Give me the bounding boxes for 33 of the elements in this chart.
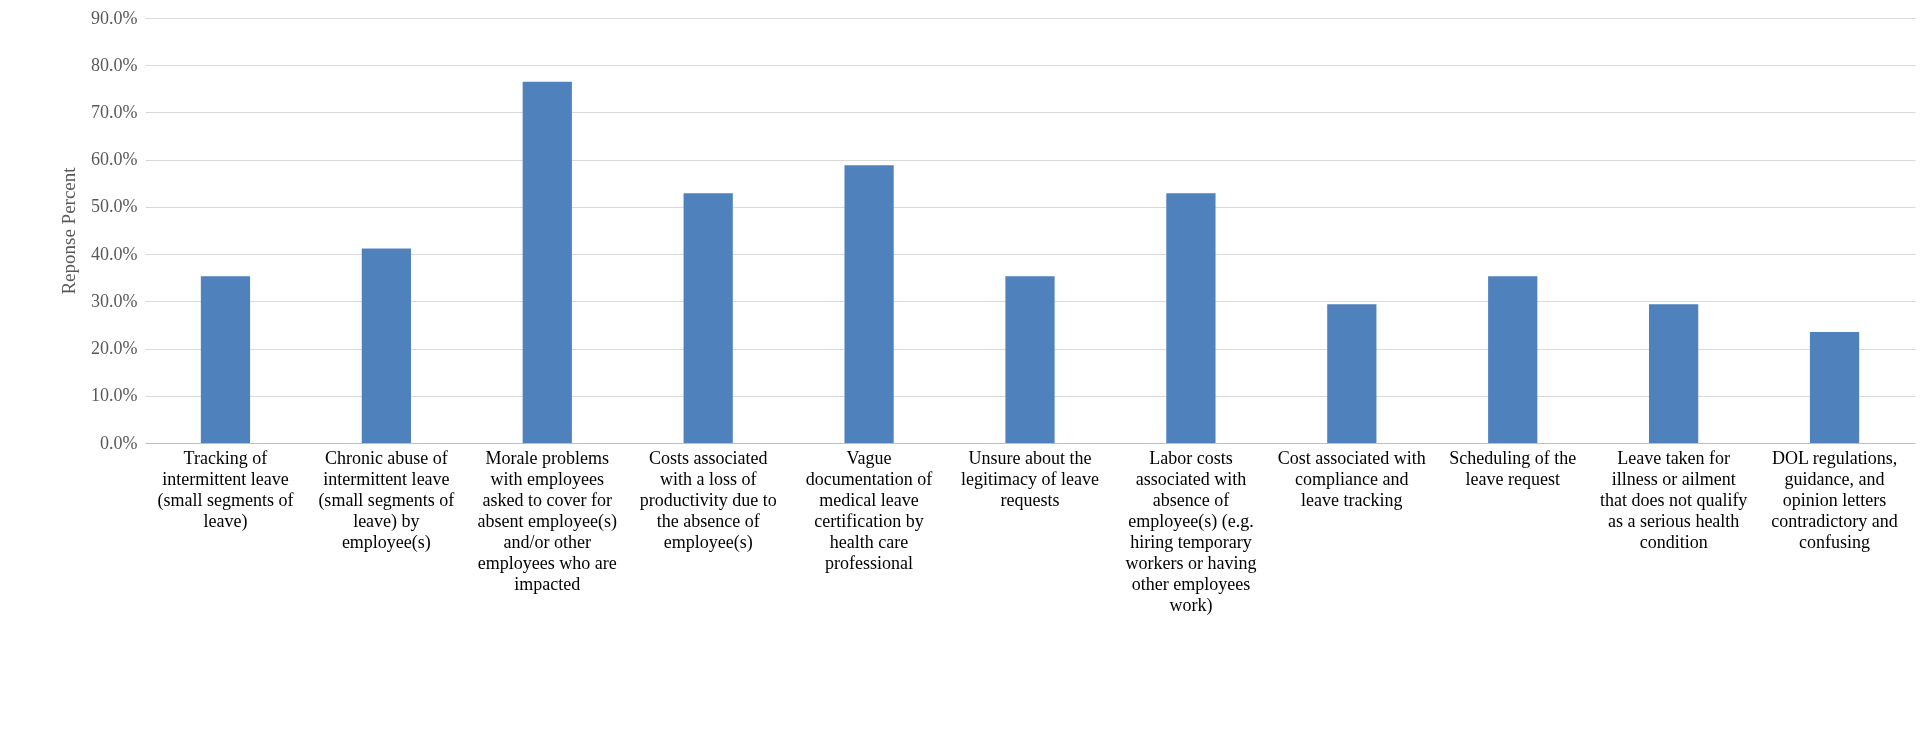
x-tick-label: Morale problems with employees asked to cover for absent employee(s) and/or other employees who are impacted (477, 447, 617, 594)
x-tick-label: Leave taken for illness or ailment that does not qualify as a serious health condition (1599, 447, 1748, 552)
bar (1005, 276, 1055, 443)
x-tick-label: Labor costs associated with absence of employee(s) (e.g. hiring temporary workers or having other employees work) (1125, 447, 1257, 616)
y-tick-label: 20.0% (91, 338, 138, 359)
bar (1327, 304, 1377, 443)
x-tick-label: Tracking of intermittent leave (small segments of leave) (157, 447, 294, 532)
bar (200, 276, 251, 443)
y-tick-label: 30.0% (91, 290, 138, 311)
bar (1166, 193, 1216, 443)
y-tick-label: 70.0% (91, 101, 138, 122)
x-tick-label: Scheduling of the leave request (1449, 447, 1577, 489)
y-tick-label: 90.0% (91, 7, 138, 28)
bar (361, 248, 411, 443)
y-tick-label: 40.0% (91, 243, 138, 264)
x-tick-label: Cost associated with compliance and leave tracking (1277, 447, 1426, 510)
bar (683, 193, 733, 443)
y-tick-label: 10.0% (91, 385, 138, 406)
y-tick-label: 0.0% (100, 432, 138, 453)
bar (1488, 276, 1538, 443)
x-tick-label: Costs associated with a loss of productivity due to the absence of employee(s) (639, 447, 777, 553)
bar (1649, 304, 1699, 443)
x-tick-label: Vague documentation of medical leave certification by health care professional (805, 447, 933, 573)
y-axis-title: Reponse Percent (58, 166, 80, 295)
x-tick-label: Chronic abuse of intermittent leave (small segments of leave) by employee(s) (318, 447, 455, 553)
bar (844, 165, 894, 443)
x-tick-label: Unsure about the legitimacy of leave requests (961, 447, 1099, 510)
bar (1809, 332, 1860, 443)
y-tick-label: 50.0% (91, 196, 138, 217)
x-tick-label: DOL regulations, guidance, and opinion letters contradictory and confusing (1771, 447, 1898, 552)
y-tick-label: 60.0% (91, 149, 138, 170)
bar (522, 81, 572, 443)
y-tick-label: 80.0% (91, 54, 138, 75)
